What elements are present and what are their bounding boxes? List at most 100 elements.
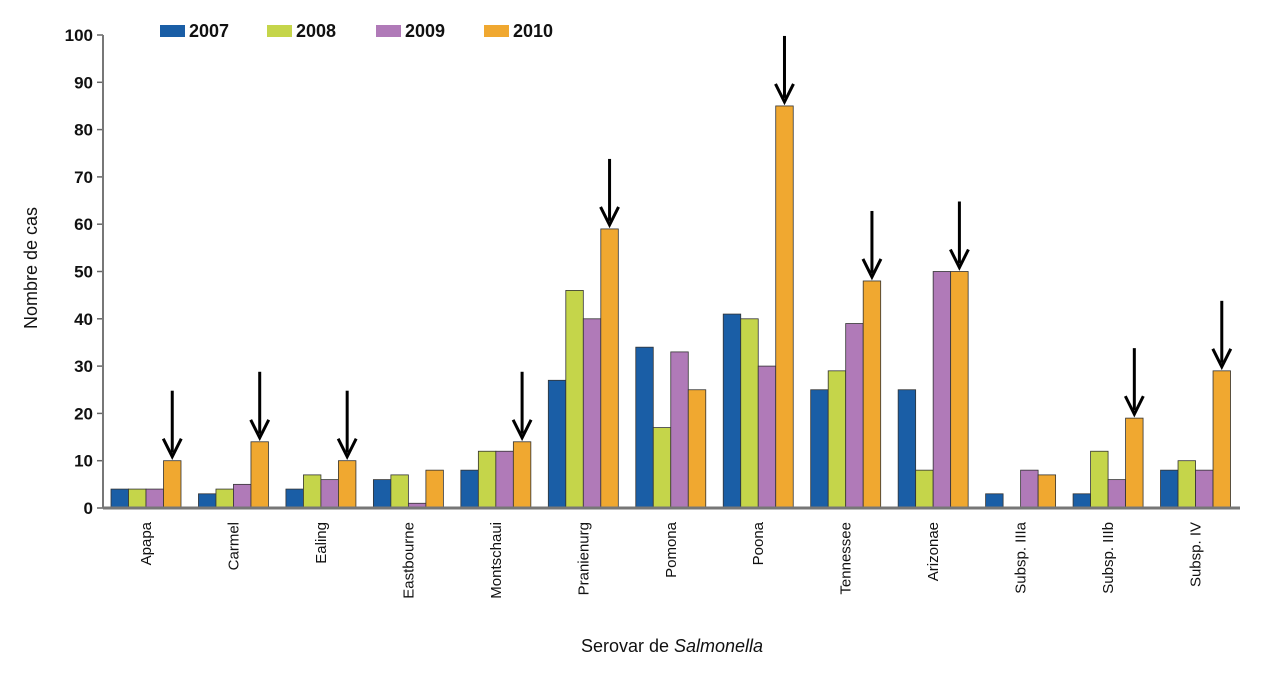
- bar-2008-arizonae: [915, 469, 934, 509]
- bar-2009-tennessee: [845, 323, 864, 509]
- y-axis-title: Nombre de cas: [21, 207, 41, 329]
- bar-2009-carmel: [233, 483, 252, 509]
- category-label: Apapa: [138, 521, 155, 565]
- y-tick-label: 0: [84, 499, 93, 518]
- bar-2008-tennessee: [827, 370, 847, 509]
- bar-2010-carmel: [250, 441, 269, 509]
- x-axis-title-italic: Salmonella: [674, 636, 763, 656]
- y-tick-label: 70: [74, 168, 93, 187]
- category-label: Carmel: [225, 522, 242, 570]
- bar-2009-pranienurg: [582, 318, 602, 509]
- arrow-poona: [774, 35, 795, 106]
- category-label: Montschaui: [488, 522, 505, 599]
- x-axis-title-prefix: Serovar de: [581, 636, 674, 656]
- category-label: Ealing: [313, 522, 330, 564]
- bar-2008-pomona: [652, 427, 672, 509]
- category-label: Eastbourne: [400, 522, 417, 599]
- bar-2007-subsp-iiia: [985, 493, 1004, 509]
- bar-2008-subsp-iiib: [1090, 450, 1109, 509]
- arrow-arizonae: [949, 201, 970, 271]
- bar-2008-carmel: [215, 488, 234, 509]
- bar-2007-carmel: [198, 493, 217, 509]
- arrow-subsp-iiib: [1123, 348, 1145, 418]
- bar-2010-pranienurg: [600, 228, 619, 509]
- bar-2007-apapa: [110, 488, 129, 509]
- category-label: Arizonae: [925, 522, 942, 581]
- bar-2007-ealing: [285, 488, 304, 509]
- category-label: Tennessee: [838, 522, 855, 595]
- legend-label-2007: 2007: [189, 21, 229, 41]
- category-label: Subsp. IV: [1188, 522, 1205, 587]
- bars-group: [110, 105, 1231, 509]
- bar-2007-montschaui: [460, 469, 479, 509]
- y-tick-label: 90: [74, 73, 93, 92]
- bar-2010-poona: [775, 105, 794, 509]
- arrow-montschaui: [511, 371, 533, 442]
- category-label: Subsp. IIIa: [1013, 521, 1030, 593]
- arrow-subsp-iv: [1211, 300, 1233, 371]
- bar-2007-subsp-iiib: [1072, 493, 1091, 509]
- category-labels: Apapa Carmel Ealing Eastbourne Montschaui Pra…: [138, 521, 1205, 598]
- y-tick-label: 80: [74, 121, 93, 140]
- x-axis-title: Serovar de Salmonella: [581, 636, 763, 656]
- arrow-annotations: [161, 35, 1233, 461]
- y-tick-label: 10: [74, 452, 93, 471]
- bar-2010-eastbourne: [425, 469, 444, 509]
- bar-2010-arizonae: [950, 271, 969, 509]
- arrow-pranienurg: [599, 158, 620, 229]
- bar-2009-subsp-iiib: [1107, 479, 1126, 509]
- bar-2009-pomona: [670, 351, 689, 509]
- category-label: Pranienurg: [575, 522, 592, 595]
- bar-2009-apapa: [145, 488, 164, 509]
- bar-2007-arizonae: [897, 389, 917, 509]
- bar-2008-poona: [740, 318, 759, 509]
- bar-2007-subsp-iv: [1160, 469, 1179, 509]
- y-tick-label: 100: [65, 26, 93, 45]
- bar-2008-eastbourne: [390, 474, 409, 509]
- y-tick-label: 30: [74, 357, 93, 376]
- bar-2010-apapa: [163, 460, 182, 509]
- legend-label-2008: 2008: [296, 21, 336, 41]
- bar-2007-tennessee: [810, 389, 829, 509]
- bar-2009-subsp-iv: [1195, 469, 1214, 509]
- y-tick-label: 60: [74, 215, 93, 234]
- bar-2008-ealing: [303, 474, 322, 509]
- legend-label-2009: 2009: [405, 21, 445, 41]
- legend: 2007 2008 2009 2010: [160, 21, 553, 41]
- category-label: Subsp. IIIb: [1100, 522, 1117, 594]
- bar-2010-tennessee: [862, 280, 882, 509]
- bar-2007-pranienurg: [547, 379, 567, 509]
- bar-2009-poona: [757, 365, 777, 509]
- y-tick-label: 40: [74, 310, 93, 329]
- legend-label-2010: 2010: [513, 21, 553, 41]
- bar-2007-pomona: [635, 346, 654, 509]
- y-tick-label: 20: [74, 404, 93, 423]
- legend-swatch-2010: [484, 25, 509, 37]
- y-tick-label: 50: [74, 263, 93, 282]
- legend-swatch-2007: [160, 25, 185, 37]
- bar-2008-pranienurg: [565, 290, 584, 509]
- category-label: Pomona: [663, 521, 680, 578]
- bar-2009-montschaui: [495, 450, 514, 509]
- bar-2010-subsp-iiib: [1125, 417, 1144, 509]
- bar-2010-ealing: [338, 460, 357, 509]
- bar-2007-poona: [722, 313, 742, 509]
- bar-2008-montschaui: [477, 450, 497, 509]
- bar-2009-ealing: [320, 479, 339, 509]
- y-axis-ticks: 0 10 20 30 40 50 60 70 80 90 100: [65, 26, 103, 518]
- legend-swatch-2009: [376, 25, 401, 37]
- arrow-ealing: [336, 390, 358, 461]
- category-label: Poona: [750, 521, 767, 565]
- bar-2008-apapa: [128, 488, 147, 509]
- bar-2010-pomona: [687, 389, 707, 509]
- arrow-tennessee: [861, 210, 883, 281]
- arrow-carmel: [249, 371, 271, 442]
- bar-2009-arizonae: [932, 271, 952, 509]
- bar-2009-subsp-iiia: [1020, 469, 1039, 509]
- bar-2008-subsp-iv: [1177, 460, 1196, 509]
- bar-2010-subsp-iv: [1212, 370, 1231, 509]
- bar-2010-subsp-iiia: [1037, 474, 1057, 509]
- legend-swatch-2008: [267, 25, 292, 37]
- arrow-apapa: [161, 390, 183, 461]
